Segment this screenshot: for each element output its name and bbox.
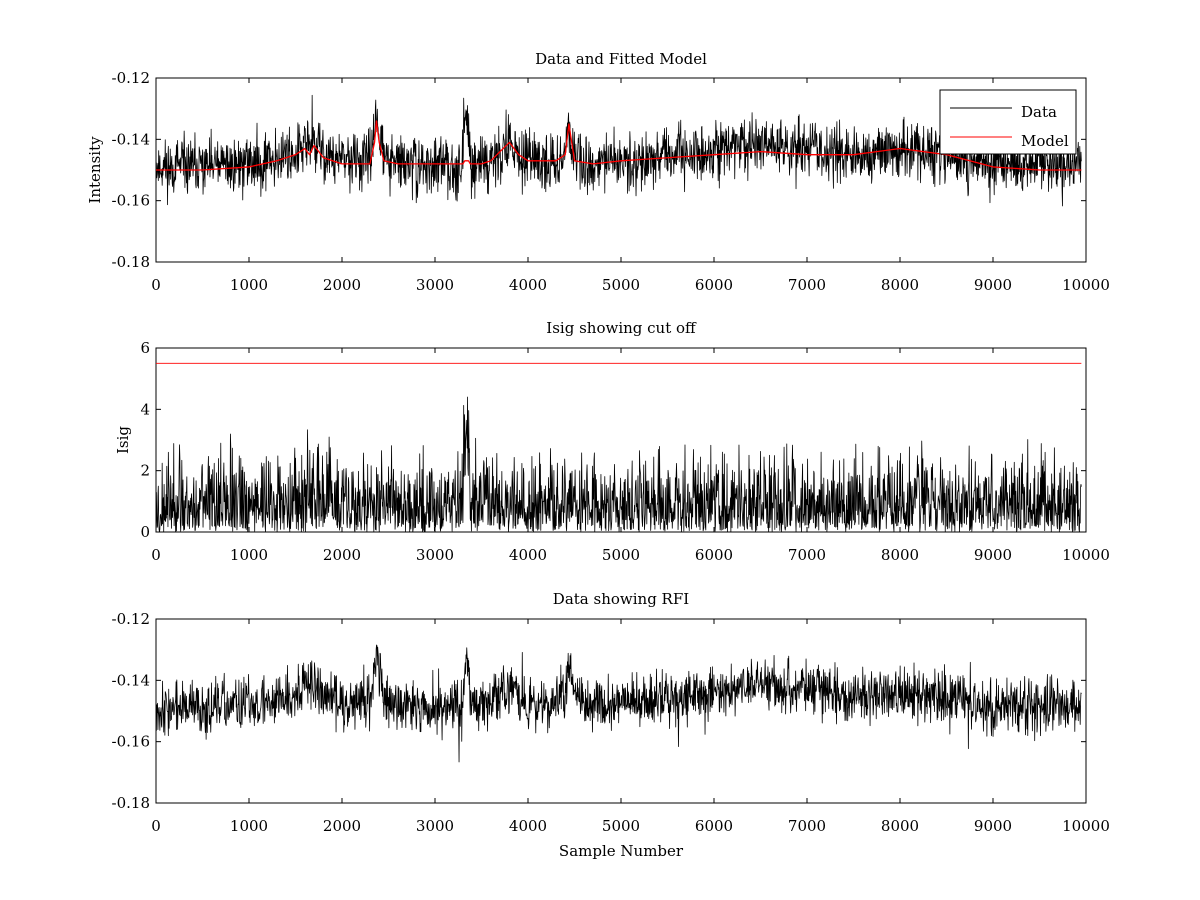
x-tick-label: 9000 <box>974 276 1012 294</box>
panel-2-ylabel: Isig <box>114 426 132 454</box>
legend-box <box>939 89 1077 155</box>
x-tick-label: 6000 <box>695 546 733 564</box>
y-tick-label: -0.12 <box>112 69 150 87</box>
y-tick-label: -0.14 <box>112 671 150 689</box>
x-tick-label: 8000 <box>881 817 919 835</box>
panel-1: Data and Fitted Model Intensity -0.12-0.… <box>86 50 1110 294</box>
x-tick-label: 7000 <box>788 817 826 835</box>
x-tick-label: 3000 <box>416 546 454 564</box>
y-tick-label: 2 <box>140 462 150 480</box>
x-tick-label: 7000 <box>788 276 826 294</box>
series-line-1 <box>155 396 1082 533</box>
panel-3-y-ticks: -0.12 -0.14 -0.16 -0.18 <box>112 610 1086 812</box>
panel-2-title: Isig showing cut off <box>546 319 697 337</box>
x-tick-label: 3000 <box>416 817 454 835</box>
x-tick-label: 5000 <box>602 276 640 294</box>
panel-2-x-ticks: 0 1000 2000 3000 4000 5000 6000 7000 8000 9000 100… <box>151 348 1110 564</box>
x-tick-label: 1000 <box>230 546 268 564</box>
series-line-model <box>156 120 1082 171</box>
x-tick-label: 3000 <box>416 276 454 294</box>
panel-3-axes-box <box>155 618 1087 804</box>
panel-3: Data showing RFI Sample Number -0.12-0.1… <box>112 590 1110 860</box>
y-tick-label: -0.14 <box>112 130 150 148</box>
x-tick-label: 2000 <box>323 817 361 835</box>
panel-1-plot-area <box>155 94 1082 207</box>
y-tick-label: -0.16 <box>112 733 150 751</box>
panel-3-plot-area <box>155 644 1082 763</box>
x-tick-label: 5000 <box>602 546 640 564</box>
legend-label-data: Data <box>1021 103 1057 121</box>
x-tick-label: 9000 <box>974 817 1012 835</box>
panel-3-x-ticks: 0 1000 2000 3000 4000 5000 6000 7000 8000 9000 100… <box>151 619 1110 835</box>
panel-3-title: Data showing RFI <box>553 590 689 608</box>
y-tick-label: 4 <box>140 400 150 418</box>
x-tick-label: 6000 <box>695 276 733 294</box>
x-tick-label: 2000 <box>323 276 361 294</box>
x-tick-label: 7000 <box>788 546 826 564</box>
x-tick-label: 5000 <box>602 817 640 835</box>
panel-1-title: Data and Fitted Model <box>535 50 707 68</box>
panel-1-axes-box <box>155 77 1087 263</box>
x-tick-label: 1000 <box>230 817 268 835</box>
series-line-1 <box>155 644 1082 763</box>
panel-3-xlabel: Sample Number <box>559 842 684 860</box>
x-tick-label: 4000 <box>509 276 547 294</box>
x-tick-label: 8000 <box>881 546 919 564</box>
x-tick-label: 0 <box>151 817 161 835</box>
x-tick-label: 9000 <box>974 546 1012 564</box>
panel-2-plot-area <box>155 362 1082 533</box>
x-tick-label: 0 <box>151 276 161 294</box>
x-tick-label: 6000 <box>695 817 733 835</box>
y-tick-label: -0.18 <box>112 253 150 271</box>
x-tick-label: 10000 <box>1062 546 1110 564</box>
y-tick-label: 6 <box>140 339 150 357</box>
x-tick-label: 0 <box>151 546 161 564</box>
x-tick-label: 10000 <box>1062 817 1110 835</box>
x-tick-label: 4000 <box>509 817 547 835</box>
y-tick-label: -0.18 <box>112 794 150 812</box>
x-tick-label: 8000 <box>881 276 919 294</box>
y-tick-label: -0.12 <box>112 610 150 628</box>
panel-2: Isig showing cut off Isig 0 2 4 6 0 1000 2000… <box>114 319 1110 564</box>
x-tick-label: 10000 <box>1062 276 1110 294</box>
panel-1-legend: Data Model <box>939 89 1077 155</box>
y-tick-label: -0.16 <box>112 192 150 210</box>
x-tick-label: 4000 <box>509 546 547 564</box>
y-tick-label: 0 <box>140 523 150 541</box>
panel-2-y-ticks: 0 2 4 6 <box>140 339 1086 541</box>
panel-1-ylabel: Intensity <box>86 136 104 204</box>
x-tick-label: 2000 <box>323 546 361 564</box>
legend-label-model: Model <box>1021 132 1069 150</box>
panel-1-x-ticks: 0 1000 2000 3000 4000 5000 6000 7000 8000 9000 100… <box>151 78 1110 294</box>
x-tick-label: 1000 <box>230 276 268 294</box>
series-line-data <box>155 94 1082 207</box>
panel-1-y-ticks: -0.12 -0.14 -0.16 -0.18 <box>112 69 1086 271</box>
